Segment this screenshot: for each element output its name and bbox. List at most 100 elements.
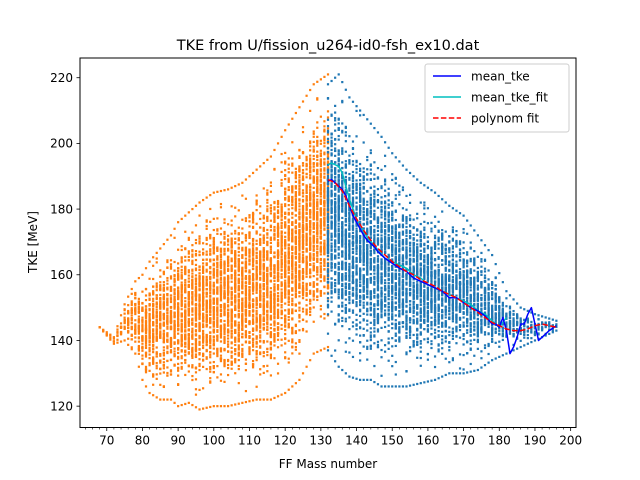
scatter-point-0: [309, 283, 312, 287]
scatter-point-0: [255, 352, 258, 355]
scatter-point-0: [209, 289, 212, 292]
scatter-point-0: [141, 349, 144, 352]
scatter-point-0: [237, 323, 240, 327]
scatter-point-0: [294, 303, 297, 306]
scatter-point-0: [123, 327, 126, 330]
scatter-point-0: [269, 301, 273, 304]
scatter-point-0: [276, 338, 280, 341]
scatter-point-0: [219, 227, 223, 230]
scatter-point-0: [226, 298, 230, 301]
scatter-point-0: [309, 174, 312, 177]
scatter-point-0: [155, 315, 158, 319]
scatter-point-0: [291, 332, 294, 335]
scatter-point-0: [298, 106, 301, 109]
scatter-point-0: [169, 265, 173, 268]
scatter-point-0: [276, 304, 280, 307]
scatter-point-0: [284, 279, 287, 282]
scatter-point-0: [219, 273, 223, 277]
scatter-point-0: [269, 279, 273, 283]
scatter-point-0: [141, 326, 144, 329]
scatter-point-0: [212, 246, 215, 249]
scatter-point-0: [216, 279, 219, 282]
scatter-point-0: [194, 290, 198, 293]
scatter-point-0: [262, 255, 265, 259]
scatter-point-0: [234, 237, 237, 240]
scatter-point-0: [301, 198, 305, 202]
scatter-point-0: [305, 155, 308, 158]
scatter-point-0: [202, 285, 205, 289]
scatter-point-0: [130, 348, 133, 351]
scatter-point-0: [241, 269, 244, 272]
scatter-point-0: [284, 267, 287, 270]
scatter-point-0: [262, 292, 265, 295]
scatter-point-0: [159, 288, 162, 291]
scatter-point-0: [291, 213, 294, 216]
scatter-point-0: [237, 264, 240, 267]
scatter-point-0: [130, 311, 133, 314]
scatter-point-0: [223, 282, 226, 285]
scatter-point-0: [148, 326, 151, 329]
scatter-point-0: [187, 344, 190, 347]
scatter-point-0: [226, 330, 230, 333]
scatter-point-0: [223, 267, 226, 270]
scatter-point-0: [234, 257, 237, 260]
scatter-point-0: [269, 335, 273, 338]
scatter-point-0: [294, 263, 297, 266]
scatter-point-0: [159, 361, 162, 364]
scatter-point-0: [305, 308, 308, 311]
scatter-point-0: [309, 236, 312, 239]
scatter-point-0: [259, 205, 262, 208]
scatter-point-0: [273, 299, 276, 302]
scatter-point-0: [198, 329, 201, 332]
scatter-point-0: [298, 378, 301, 381]
scatter-point-0: [226, 287, 230, 291]
scatter-point-0: [287, 315, 290, 319]
scatter-point-0: [152, 394, 155, 397]
scatter-point-0: [184, 320, 187, 323]
scatter-point-0: [301, 327, 305, 331]
scatter-point-0: [269, 229, 273, 232]
scatter-point-0: [180, 283, 183, 287]
scatter-point-0: [294, 274, 297, 277]
scatter-point-0: [287, 265, 290, 268]
scatter-point-0: [202, 307, 205, 310]
scatter-point-0: [177, 332, 180, 335]
scatter-point-0: [319, 289, 322, 293]
scatter-point-0: [294, 309, 297, 312]
scatter-point-0: [230, 342, 233, 345]
scatter-point-0: [309, 229, 312, 232]
scatter-point-0: [316, 266, 319, 269]
scatter-point-0: [198, 364, 201, 368]
scatter-point-0: [287, 239, 290, 242]
scatter-point-0: [266, 289, 269, 292]
scatter-point-0: [209, 253, 212, 256]
scatter-point-0: [312, 157, 315, 161]
scatter-point-0: [309, 213, 312, 216]
scatter-point-0: [319, 142, 322, 145]
scatter-point-0: [152, 334, 155, 337]
scatter-point-0: [251, 303, 255, 307]
scatter-point-0: [262, 266, 265, 270]
scatter-point-0: [248, 400, 251, 403]
scatter-point-0: [284, 221, 287, 224]
scatter-point-0: [273, 214, 276, 217]
scatter-point-0: [255, 222, 258, 225]
scatter-point-0: [191, 301, 194, 304]
scatter-point-0: [298, 273, 301, 276]
scatter-point-0: [152, 300, 155, 303]
scatter-point-0: [309, 231, 312, 234]
scatter-point-0: [180, 285, 183, 288]
scatter-point-0: [312, 258, 315, 261]
scatter-point-0: [255, 259, 258, 263]
scatter-point-0: [184, 304, 187, 307]
scatter-point-0: [305, 168, 308, 171]
scatter-point-0: [141, 354, 144, 357]
scatter-point-0: [280, 247, 283, 251]
scatter-point-0: [187, 333, 190, 336]
scatter-point-0: [319, 231, 322, 234]
scatter-point-0: [276, 295, 280, 298]
scatter-point-0: [298, 291, 301, 294]
scatter-point-0: [284, 356, 287, 359]
scatter-point-0: [177, 286, 180, 289]
scatter-point-0: [266, 274, 269, 277]
